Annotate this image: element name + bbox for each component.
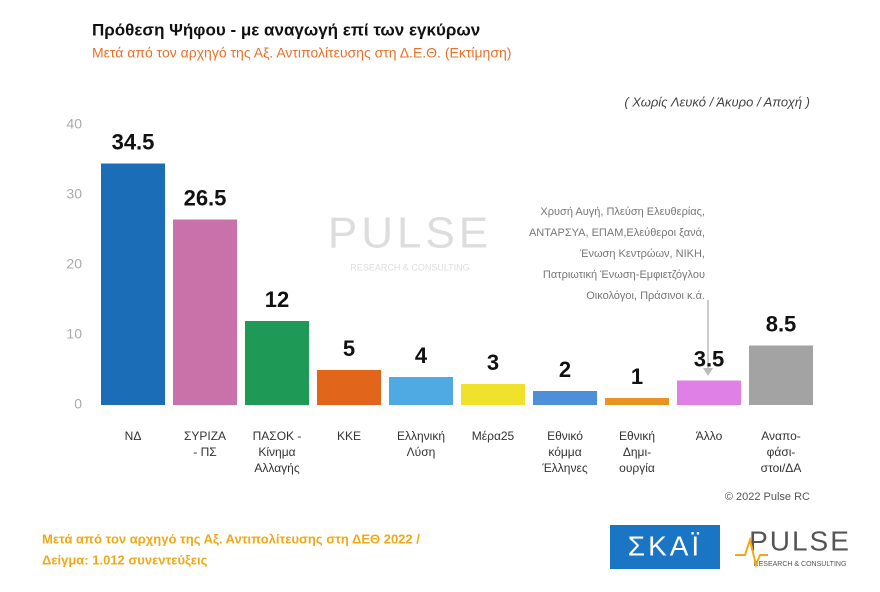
- bar: [677, 380, 741, 405]
- x-tick-label: Εθνική Δημι-ουργία: [619, 429, 655, 475]
- y-tick-label: 10: [66, 326, 82, 342]
- value-label: 3: [487, 350, 499, 375]
- x-tick-line: Λύση: [407, 445, 436, 459]
- note: ( Χωρίς Λευκό / Άκυρο / Αποχή ): [624, 94, 810, 109]
- bar: [605, 398, 669, 405]
- x-tick-label: Εθνικό κόμμα Έλληνες: [541, 429, 587, 475]
- x-tick-line: ΚΚΕ: [337, 429, 361, 443]
- x-tick-line: - ΠΣ: [193, 445, 216, 459]
- chart-subtitle: Μετά από τον αρχηγό της Αξ. Αντιπολίτευσ…: [92, 45, 511, 61]
- x-tick-line: ουργία: [619, 461, 655, 475]
- x-tick-label: Αναπο-φάσι-στοι/ΔΑ: [761, 429, 802, 475]
- y-tick-label: 30: [66, 186, 82, 202]
- value-label: 8.5: [766, 311, 797, 336]
- x-tick-line: Αναπο-: [761, 429, 801, 443]
- x-tick-label: Άλλο: [696, 429, 723, 443]
- x-tick-label: Ελληνική Λύση: [397, 429, 445, 459]
- bar: [245, 321, 309, 405]
- others-note: Οικολόγοι, Πράσινοι κ.ά.: [586, 290, 705, 302]
- x-tick-line: Εθνική: [619, 429, 655, 443]
- logo-pulse-sub: RESEARCH & CONSULTING: [754, 561, 847, 568]
- x-tick-line: Έλληνες: [541, 461, 587, 475]
- bar: [749, 345, 813, 405]
- x-tick-label: Μέρα25: [472, 429, 515, 443]
- value-label: 2: [559, 357, 571, 382]
- value-label: 34.5: [112, 129, 155, 154]
- y-tick-label: 20: [66, 256, 82, 272]
- x-tick-line: Άλλο: [696, 429, 723, 443]
- x-tick-line: Δημι-: [623, 445, 651, 459]
- y-tick-label: 40: [66, 116, 82, 132]
- bar: [173, 219, 237, 405]
- x-tick-line: Ελληνική: [397, 429, 445, 443]
- bar: [389, 377, 453, 405]
- x-tick-label: ΠΑΣΟΚ - Κίνημα Αλλαγής: [253, 429, 302, 475]
- x-tick-line: ΠΑΣΟΚ -: [253, 429, 302, 443]
- value-label: 12: [265, 287, 289, 312]
- watermark: PULSE: [328, 209, 492, 258]
- logo-skai-box: [610, 525, 720, 569]
- x-tick-line: Εθνικό: [547, 429, 583, 443]
- x-tick-label: ΚΚΕ: [337, 429, 361, 443]
- bar: [317, 370, 381, 405]
- x-tick-line: Μέρα25: [472, 429, 515, 443]
- bar: [461, 384, 525, 405]
- logo-skai: ΣΚΑΪ: [628, 530, 702, 561]
- chart-title: Πρόθεση Ψήφου - με αναγωγή επί των εγκύρ…: [92, 20, 480, 39]
- x-tick-line: κόμμα: [548, 445, 581, 459]
- x-tick-line: ΝΔ: [125, 429, 142, 443]
- value-label: 4: [415, 343, 428, 368]
- x-tick-label: ΣΥΡΙΖΑ - ΠΣ: [184, 429, 226, 459]
- value-label: 3.5: [694, 346, 725, 371]
- logo-pulse-wave: [735, 536, 768, 569]
- value-label: 5: [343, 336, 355, 361]
- footer-line: Μετά από τον αρχηγό της Αξ. Αντιπολίτευσ…: [42, 531, 420, 546]
- note-arrowhead: [703, 368, 713, 376]
- x-tick-line: ΣΥΡΙΖΑ: [184, 429, 226, 443]
- x-tick-label: ΝΔ: [125, 429, 142, 443]
- copyright: © 2022 Pulse RC: [725, 491, 810, 503]
- value-label: 1: [631, 364, 643, 389]
- others-note: Χρυσή Αυγή, Πλεύση Ελευθερίας,: [540, 206, 705, 218]
- x-tick-line: Αλλαγής: [254, 461, 299, 475]
- watermark-sub: RESEARCH & CONSULTING: [350, 262, 469, 272]
- y-tick-label: 0: [74, 396, 82, 412]
- x-tick-line: στοι/ΔΑ: [761, 461, 802, 475]
- x-tick-line: φάσι-: [767, 445, 796, 459]
- others-note: Πατριωτική Ένωση-Εμφιετζόγλου: [543, 269, 705, 281]
- x-tick-line: Κίνημα: [258, 445, 295, 459]
- others-note: Ένωση Κεντρώων, ΝΙΚΗ,: [579, 248, 705, 260]
- others-note: ΑΝΤΑΡΣΥΑ, ΕΠΑΜ,Ελεύθεροι ξανά,: [529, 227, 705, 239]
- bar: [101, 163, 165, 405]
- footer-line: Δείγμα: 1.012 συνεντεύξεις: [42, 552, 208, 567]
- bar: [533, 391, 597, 405]
- logo-pulse: PULSE: [749, 525, 851, 556]
- value-label: 26.5: [184, 185, 227, 210]
